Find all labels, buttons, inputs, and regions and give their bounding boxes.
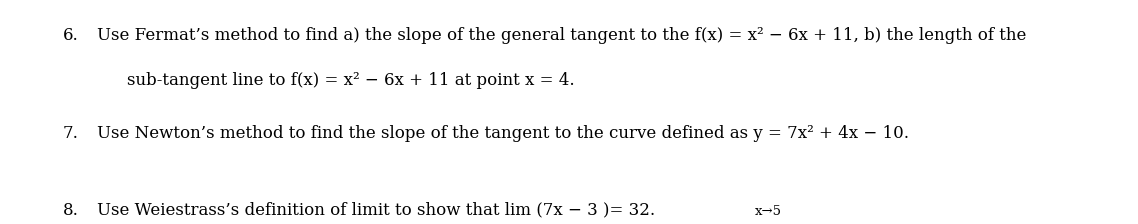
Text: Use Weiestrass’s definition of limit to show that lim (7x − 3 )= 32.: Use Weiestrass’s definition of limit to …: [97, 202, 654, 219]
Text: 7.: 7.: [63, 125, 79, 142]
Text: x→5: x→5: [754, 205, 782, 218]
Text: 6.: 6.: [63, 27, 79, 44]
Text: 8.: 8.: [63, 202, 79, 219]
Text: sub-tangent line to f(x) = x² − 6x + 11 at point x = 4.: sub-tangent line to f(x) = x² − 6x + 11 …: [127, 72, 575, 89]
Text: Use Fermat’s method to find a) the slope of the general tangent to the f(x) = x²: Use Fermat’s method to find a) the slope…: [97, 27, 1026, 44]
Text: Use Newton’s method to find the slope of the tangent to the curve defined as y =: Use Newton’s method to find the slope of…: [97, 125, 909, 142]
